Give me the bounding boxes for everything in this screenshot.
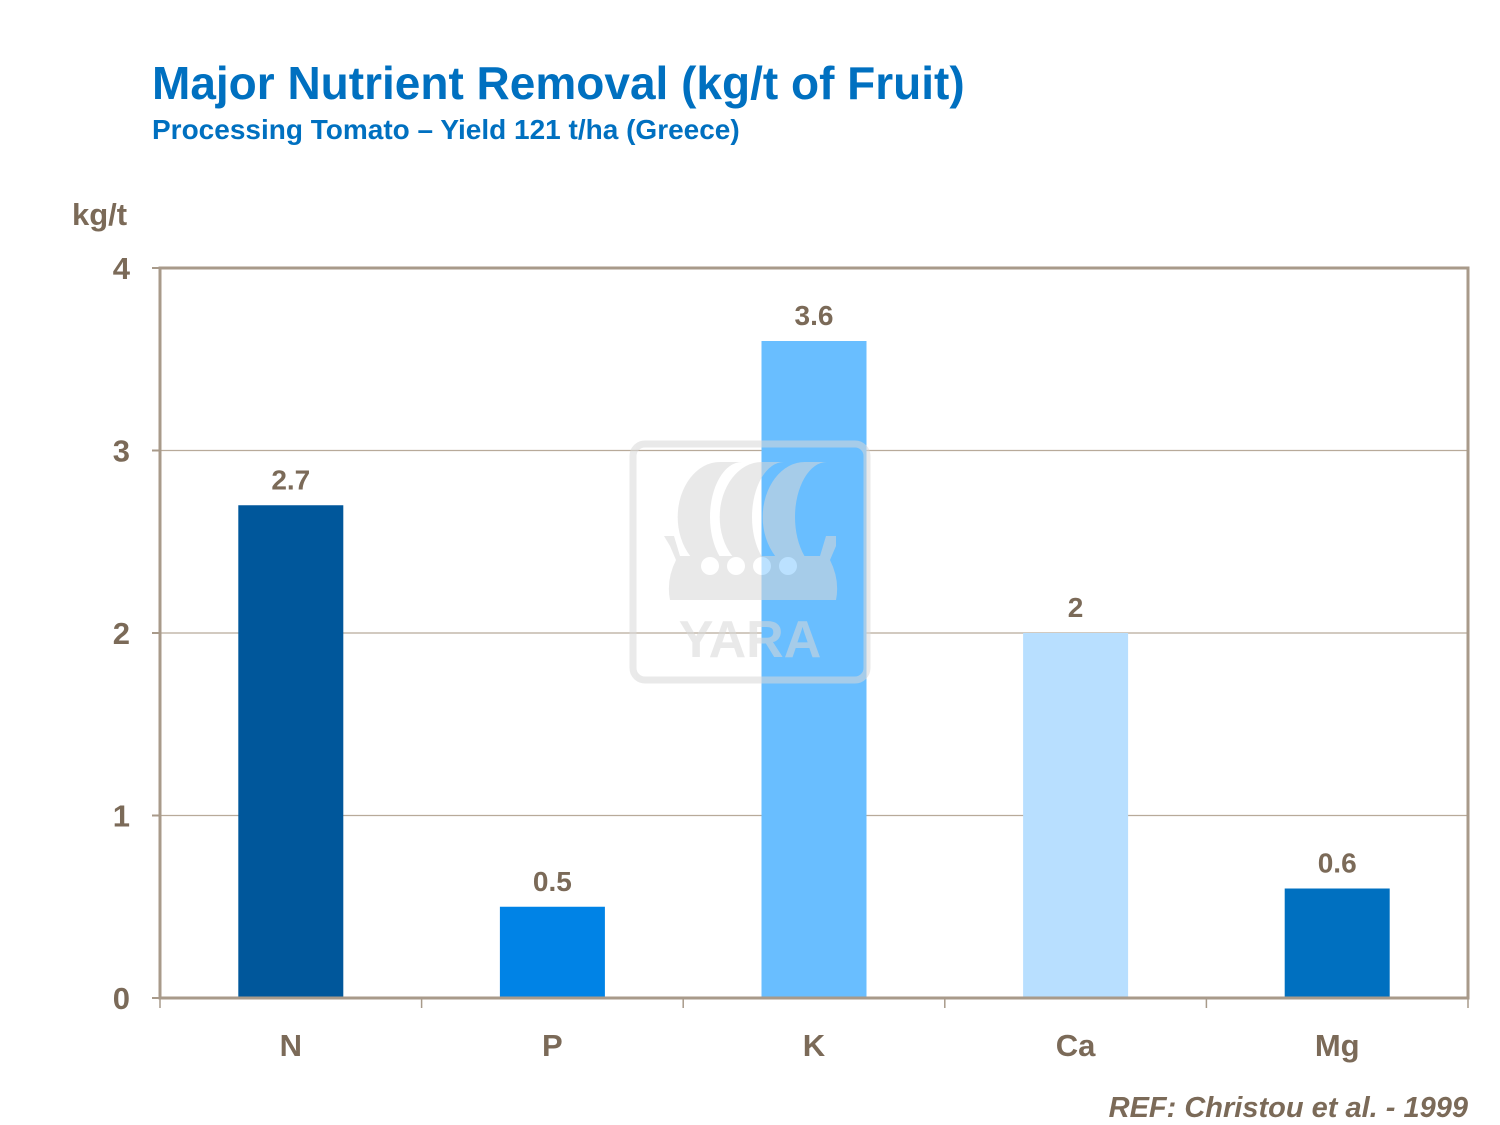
data-label: 0.5 [533,866,572,897]
bar-mg [1284,888,1390,998]
y-tick-label: 3 [113,434,130,469]
chart-subtitle: Processing Tomato – Yield 121 t/ha (Gree… [152,114,740,145]
bar-n [238,505,344,998]
chart-title: Major Nutrient Removal (kg/t of Fruit) [152,57,965,109]
data-label: 3.6 [795,300,834,331]
y-tick-label: 4 [113,251,131,286]
y-axis-label: kg/t [72,197,127,232]
data-label: 2.7 [271,464,310,495]
yara-logo-watermark: YARA [629,440,871,684]
data-label: 0.6 [1318,848,1357,879]
data-label: 2 [1068,592,1084,623]
y-tick-label: 1 [113,799,130,834]
y-tick-label: 0 [113,981,130,1016]
reference-note: REF: Christou et al. - 1999 [1108,1092,1468,1124]
bar-p [499,906,605,998]
y-tick-label: 2 [113,616,130,651]
x-tick-label: N [280,1028,302,1063]
plot-frame [158,266,1470,1000]
bar-k [761,341,867,998]
watermark-text: YARA [679,611,822,669]
x-tick-label: Ca [1056,1028,1096,1063]
x-tick-label: K [803,1028,826,1063]
x-tick-label: P [542,1028,563,1063]
x-tick-label: Mg [1315,1028,1360,1063]
bar-ca [1023,633,1129,998]
